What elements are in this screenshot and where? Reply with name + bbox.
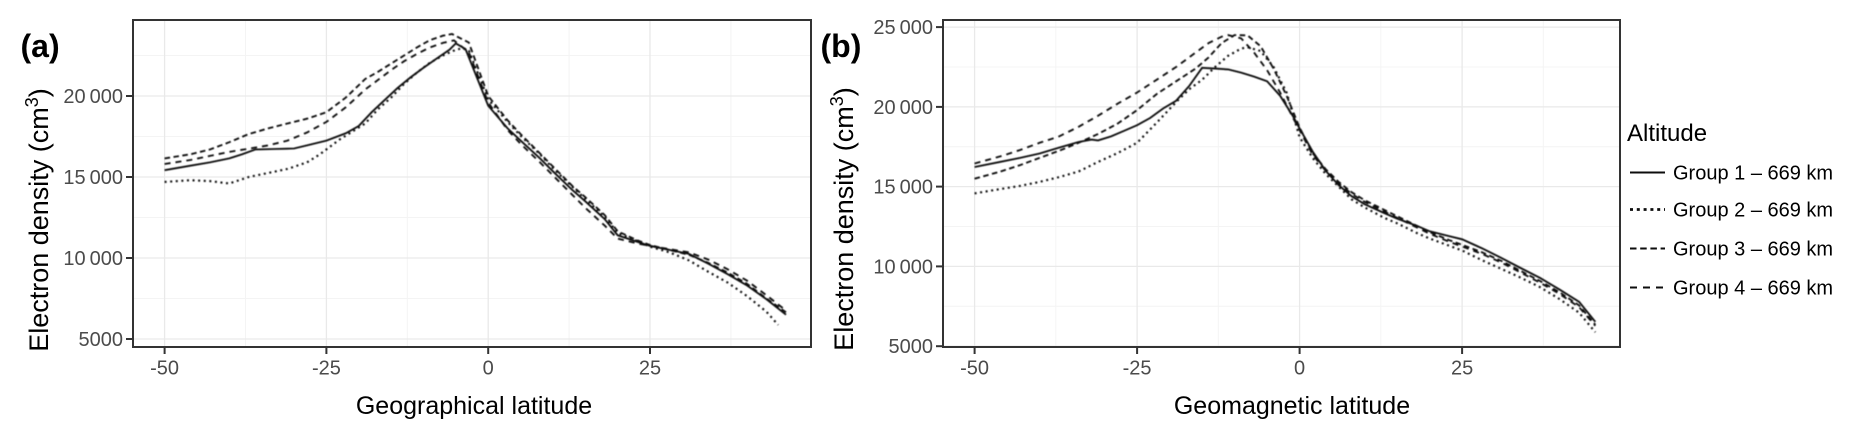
svg-text:-25: -25 [312,358,341,380]
svg-text:Group 2 – 669 km: Group 2 – 669 km [1673,200,1833,222]
svg-text:Altitude: Altitude [1627,120,1707,147]
svg-text:15 000: 15 000 [63,167,123,189]
svg-text:25: 25 [639,358,661,380]
svg-text:Geographical latitude: Geographical latitude [356,392,592,420]
svg-text:10 000: 10 000 [63,248,123,270]
svg-text:10 000: 10 000 [873,256,933,278]
svg-text:-50: -50 [150,358,179,380]
svg-text:Group 1 – 669 km: Group 1 – 669 km [1673,163,1833,185]
svg-text:(a): (a) [21,28,60,64]
svg-text:25 000: 25 000 [873,17,933,39]
svg-text:Electron density (cm3): Electron density (cm3) [827,87,859,351]
svg-text:0: 0 [483,358,494,380]
svg-text:5000: 5000 [79,329,124,351]
svg-text:20 000: 20 000 [63,86,123,108]
svg-text:25: 25 [1451,358,1473,380]
svg-text:-50: -50 [960,358,989,380]
svg-text:(b): (b) [821,28,862,64]
svg-text:15 000: 15 000 [873,177,933,199]
svg-text:Group 3 – 669 km: Group 3 – 669 km [1673,239,1833,261]
svg-text:20 000: 20 000 [873,97,933,119]
svg-text:Group 4 – 669 km: Group 4 – 669 km [1673,278,1833,300]
svg-text:Geomagnetic latitude: Geomagnetic latitude [1174,392,1410,420]
svg-text:-25: -25 [1123,358,1152,380]
svg-text:0: 0 [1294,358,1305,380]
svg-text:Electron density (cm3): Electron density (cm3) [22,88,54,352]
svg-text:5000: 5000 [889,336,934,358]
